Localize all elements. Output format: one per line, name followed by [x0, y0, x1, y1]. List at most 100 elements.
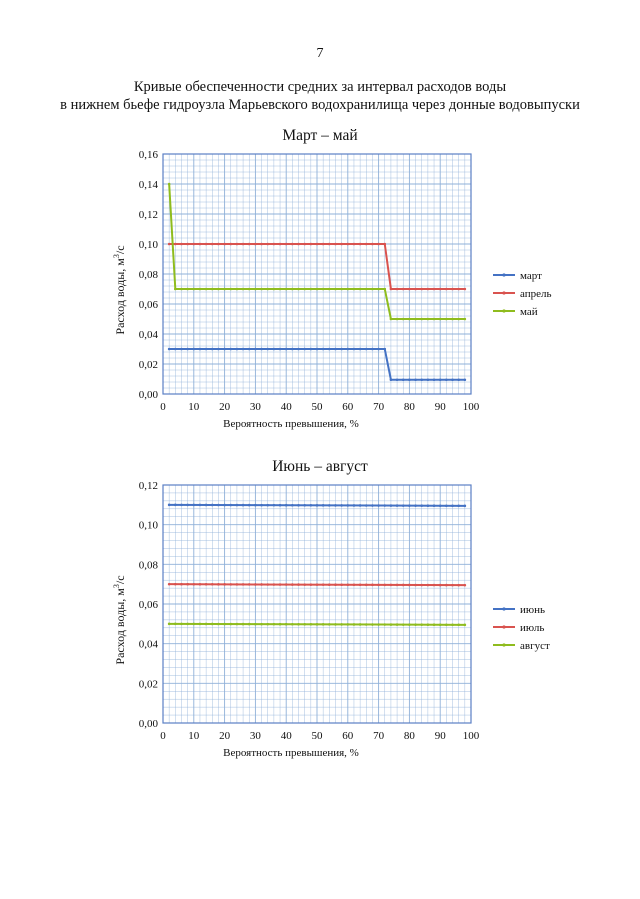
data-point-август [389, 623, 393, 626]
data-point-май [451, 317, 454, 321]
y-tick-label: 0,06 [139, 599, 159, 611]
data-point-март [217, 347, 220, 351]
data-point-июль [229, 583, 233, 586]
data-point-май [260, 287, 263, 291]
data-point-май [334, 287, 337, 291]
data-point-апрель [235, 242, 239, 246]
data-point-май [174, 287, 177, 291]
legend-label-март: март [520, 270, 542, 282]
data-point-май [358, 287, 362, 291]
y-tick-label: 0,16 [139, 149, 159, 161]
data-point-июнь [340, 504, 343, 507]
data-point-август [463, 623, 467, 627]
legend-label-июнь: июнь [520, 604, 545, 616]
data-point-август [303, 622, 306, 626]
data-point-март [167, 347, 171, 351]
data-point-апрель [334, 242, 337, 246]
data-point-март [340, 347, 343, 351]
data-point-август [346, 623, 350, 626]
data-point-июнь [364, 504, 368, 507]
data-point-май [315, 287, 319, 291]
data-point-июнь [371, 504, 374, 507]
data-point-июнь [414, 504, 417, 507]
data-point-март [272, 347, 276, 351]
data-point-март [229, 347, 233, 351]
data-point-май [352, 287, 356, 291]
data-point-апрель [223, 242, 226, 246]
data-point-апрель [247, 242, 251, 246]
data-point-июль [377, 583, 380, 587]
x-tick-label: 40 [281, 401, 293, 413]
data-point-апрель [272, 242, 276, 246]
data-point-май [408, 317, 411, 321]
data-point-март [235, 347, 239, 351]
data-point-март [297, 347, 300, 351]
data-point-август [223, 622, 226, 626]
data-point-июль [340, 583, 343, 587]
x-tick-label: 100 [463, 730, 480, 742]
y-tick-label: 0,02 [139, 359, 158, 371]
data-point-июнь [217, 503, 220, 507]
x-tick-label: 100 [463, 401, 480, 413]
x-tick-label: 80 [404, 730, 416, 742]
data-point-июнь [426, 504, 430, 508]
data-point-май [395, 317, 399, 321]
data-point-май [364, 287, 368, 291]
data-point-июль [358, 583, 362, 587]
data-point-август [210, 622, 214, 626]
data-point-апрель [198, 242, 202, 246]
data-point-июнь [241, 503, 245, 507]
data-point-август [186, 622, 189, 626]
data-point-март [377, 347, 380, 351]
data-point-май [420, 317, 424, 321]
data-point-март [266, 347, 270, 351]
data-point-июль [204, 582, 208, 586]
data-point-июнь [334, 504, 337, 507]
legend-marker-март [502, 273, 506, 277]
data-point-июнь [445, 504, 448, 508]
data-point-июль [297, 583, 300, 586]
data-point-июнь [377, 504, 380, 507]
data-point-апрель [383, 242, 387, 246]
data-point-апрель [241, 242, 245, 246]
data-point-апрель [408, 287, 411, 291]
data-point-июнь [389, 504, 393, 507]
data-point-август [309, 623, 313, 626]
data-point-июнь [420, 504, 424, 507]
x-tick-label: 20 [219, 730, 231, 742]
data-point-июнь [352, 504, 356, 507]
data-point-август [321, 623, 325, 626]
data-point-июнь [315, 504, 319, 507]
data-point-июль [291, 583, 294, 586]
data-point-март [291, 347, 294, 351]
page-number: 7 [316, 46, 324, 61]
data-point-июнь [272, 503, 276, 507]
x-tick-label: 90 [435, 401, 447, 413]
data-point-август [284, 622, 288, 626]
data-point-апрель [180, 242, 183, 246]
data-point-июль [198, 582, 202, 586]
y-tick-label: 0,08 [139, 269, 159, 281]
data-point-апрель [291, 242, 294, 246]
data-point-июнь [438, 504, 442, 508]
data-point-июль [451, 583, 454, 587]
data-point-апрель [426, 287, 430, 291]
data-point-август [426, 623, 430, 627]
data-point-август [352, 623, 356, 626]
data-point-июнь [321, 504, 325, 507]
data-point-март [309, 347, 313, 351]
data-point-апрель [364, 242, 368, 246]
data-point-июнь [235, 503, 239, 507]
data-point-июль [309, 583, 313, 586]
data-point-июль [192, 582, 196, 586]
data-point-июль [223, 583, 226, 586]
data-point-апрель [401, 287, 405, 291]
y-tick-label: 0,02 [139, 678, 158, 690]
y-tick-label: 0,10 [139, 239, 159, 251]
data-point-март [260, 347, 263, 351]
data-point-июнь [291, 503, 294, 507]
x-tick-label: 10 [188, 401, 200, 413]
data-point-июнь [432, 504, 436, 508]
data-point-март [457, 378, 460, 382]
data-point-июль [241, 583, 245, 586]
